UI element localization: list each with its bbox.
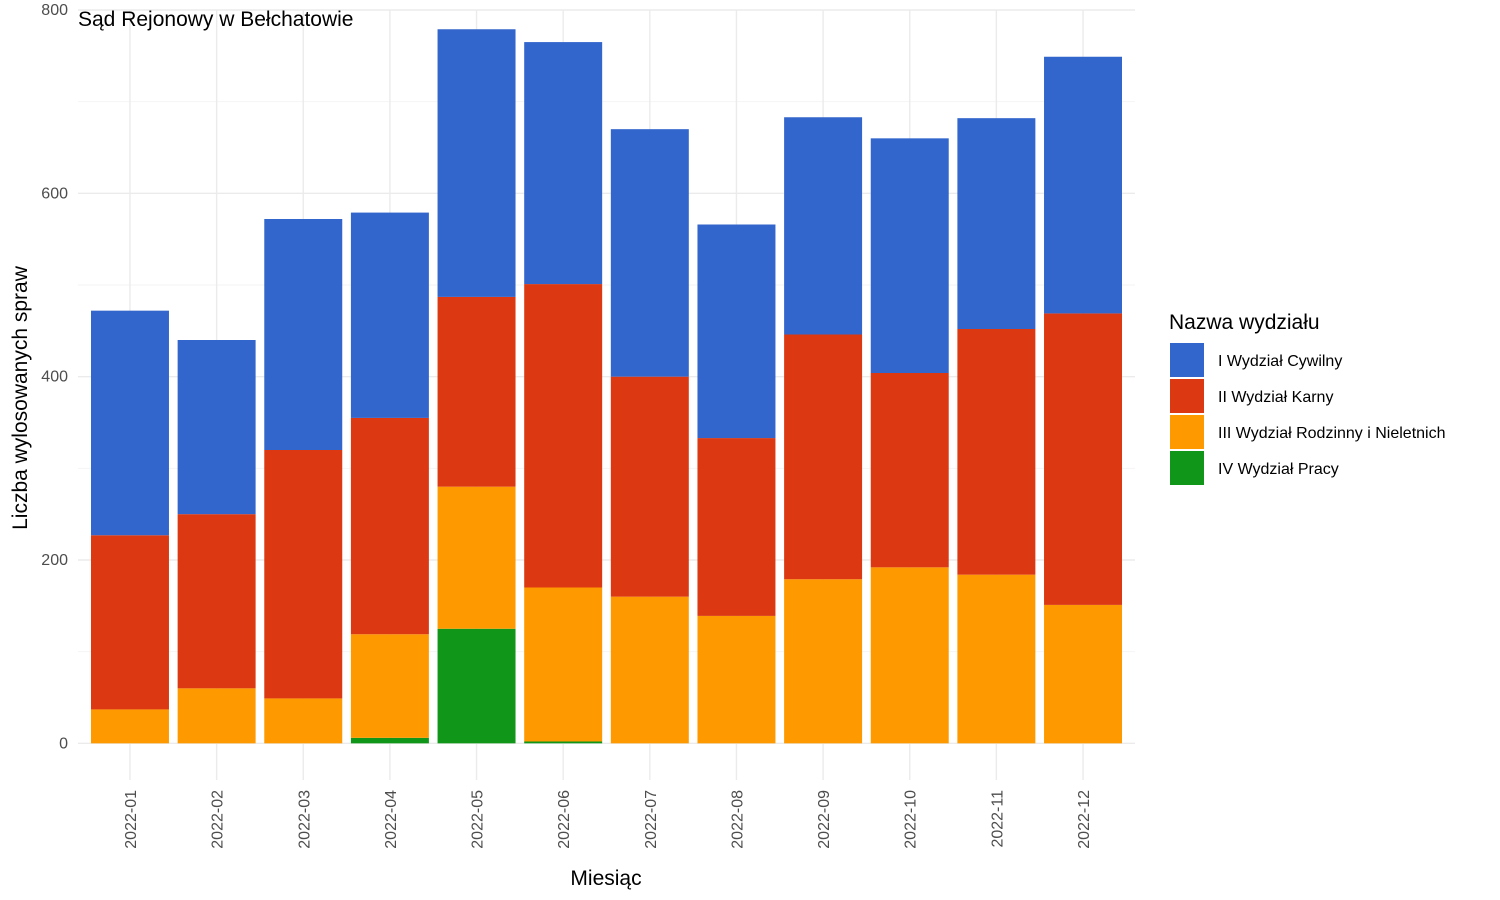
legend-label-iv-wydzial-pracy: IV Wydział Pracy bbox=[1218, 461, 1339, 478]
bar-ii-wydzial-karny-2022-05 bbox=[437, 296, 516, 487]
bar-iii-wydzial-rodzinny-i-nieletnich-2022-05 bbox=[437, 486, 516, 629]
bar-ii-wydzial-karny-2022-04 bbox=[350, 417, 429, 635]
bar-ii-wydzial-karny-2022-06 bbox=[524, 284, 603, 588]
x-axis-ticks: 2022-01 2022-02 2022-03 2022-04 2022-05 2022-… bbox=[123, 790, 1093, 849]
bar-i-wydzial-cywilny-2022-07 bbox=[610, 129, 689, 377]
bars bbox=[90, 29, 1123, 744]
x-tick-label: 2022-11 bbox=[989, 790, 1006, 848]
y-tick-label: 0 bbox=[59, 735, 68, 752]
bar-i-wydzial-cywilny-2022-12 bbox=[1044, 56, 1123, 314]
bar-ii-wydzial-karny-2022-10 bbox=[870, 373, 949, 568]
bar-iii-wydzial-rodzinny-i-nieletnich-2022-04 bbox=[350, 634, 429, 738]
y-tick-label: 800 bbox=[41, 2, 68, 19]
bar-i-wydzial-cywilny-2022-09 bbox=[784, 117, 863, 335]
x-axis-title: Miesiąc bbox=[570, 867, 641, 890]
y-tick-label: 200 bbox=[41, 552, 68, 569]
x-tick-label: 2022-04 bbox=[383, 790, 400, 849]
x-tick-label: 2022-12 bbox=[1076, 790, 1093, 849]
x-tick-label: 2022-03 bbox=[296, 790, 313, 849]
bar-iii-wydzial-rodzinny-i-nieletnich-2022-08 bbox=[697, 615, 776, 744]
y-tick-label: 600 bbox=[41, 185, 68, 202]
y-tick-label: 400 bbox=[41, 369, 68, 386]
bar-i-wydzial-cywilny-2022-11 bbox=[957, 118, 1036, 330]
bar-i-wydzial-cywilny-2022-08 bbox=[697, 224, 776, 439]
legend-key-iii-wydzial-rodzinny-i-nieletnich bbox=[1170, 415, 1204, 449]
legend-label-ii-wydzial-karny: II Wydział Karny bbox=[1218, 389, 1333, 406]
legend-key-i-wydzial-cywilny bbox=[1170, 343, 1204, 377]
y-axis-title: Liczba wylosowanych spraw bbox=[9, 265, 32, 530]
bar-iii-wydzial-rodzinny-i-nieletnich-2022-03 bbox=[264, 698, 343, 744]
x-tick-label: 2022-10 bbox=[903, 790, 920, 849]
legend-key-iv-wydzial-pracy bbox=[1170, 451, 1204, 485]
x-tick-label: 2022-07 bbox=[643, 790, 660, 849]
x-tick-label: 2022-08 bbox=[729, 790, 746, 849]
legend-title: Nazwa wydziału bbox=[1169, 311, 1320, 334]
bar-iv-wydzial-pracy-2022-06 bbox=[524, 741, 603, 744]
bar-ii-wydzial-karny-2022-03 bbox=[264, 450, 343, 699]
legend-key-ii-wydzial-karny bbox=[1170, 379, 1204, 413]
bar-iv-wydzial-pracy-2022-04 bbox=[350, 737, 429, 744]
bar-i-wydzial-cywilny-2022-01 bbox=[90, 310, 169, 536]
bar-ii-wydzial-karny-2022-07 bbox=[610, 376, 689, 597]
bar-iii-wydzial-rodzinny-i-nieletnich-2022-10 bbox=[870, 567, 949, 744]
x-tick-label: 2022-01 bbox=[123, 790, 140, 849]
bar-iii-wydzial-rodzinny-i-nieletnich-2022-09 bbox=[784, 579, 863, 744]
bar-i-wydzial-cywilny-2022-10 bbox=[870, 138, 949, 373]
bar-ii-wydzial-karny-2022-08 bbox=[697, 438, 776, 616]
bar-iii-wydzial-rodzinny-i-nieletnich-2022-02 bbox=[177, 688, 256, 744]
bar-iii-wydzial-rodzinny-i-nieletnich-2022-07 bbox=[610, 596, 689, 744]
legend-label-iii-wydzial-rodzinny-i-nieletnich: III Wydział Rodzinny i Nieletnich bbox=[1218, 425, 1446, 442]
bar-i-wydzial-cywilny-2022-05 bbox=[437, 29, 516, 297]
bar-i-wydzial-cywilny-2022-04 bbox=[350, 212, 429, 418]
bar-ii-wydzial-karny-2022-11 bbox=[957, 329, 1036, 575]
bar-iii-wydzial-rodzinny-i-nieletnich-2022-11 bbox=[957, 574, 1036, 744]
bar-iii-wydzial-rodzinny-i-nieletnich-2022-01 bbox=[90, 709, 169, 744]
bar-i-wydzial-cywilny-2022-03 bbox=[264, 219, 343, 450]
bar-iii-wydzial-rodzinny-i-nieletnich-2022-06 bbox=[524, 587, 603, 742]
x-tick-label: 2022-02 bbox=[210, 790, 227, 849]
bar-ii-wydzial-karny-2022-09 bbox=[784, 334, 863, 580]
chart-title: Sąd Rejonowy w Bełchatowie bbox=[78, 8, 353, 31]
legend-label-i-wydzial-cywilny: I Wydział Cywilny bbox=[1218, 353, 1342, 370]
bar-i-wydzial-cywilny-2022-06 bbox=[524, 42, 603, 285]
x-tick-label: 2022-05 bbox=[470, 790, 487, 849]
bar-iii-wydzial-rodzinny-i-nieletnich-2022-12 bbox=[1044, 604, 1123, 744]
y-axis-ticks: 0 200 400 600 800 bbox=[41, 2, 68, 752]
bar-i-wydzial-cywilny-2022-02 bbox=[177, 340, 256, 515]
x-tick-label: 2022-09 bbox=[816, 790, 833, 849]
bar-ii-wydzial-karny-2022-02 bbox=[177, 514, 256, 689]
bar-iv-wydzial-pracy-2022-05 bbox=[437, 628, 516, 744]
bar-ii-wydzial-karny-2022-12 bbox=[1044, 313, 1123, 605]
x-tick-label: 2022-06 bbox=[556, 790, 573, 849]
bar-ii-wydzial-karny-2022-01 bbox=[90, 535, 169, 710]
legend: Nazwa wydziału I Wydział Cywilny II Wydzi… bbox=[1169, 311, 1446, 485]
